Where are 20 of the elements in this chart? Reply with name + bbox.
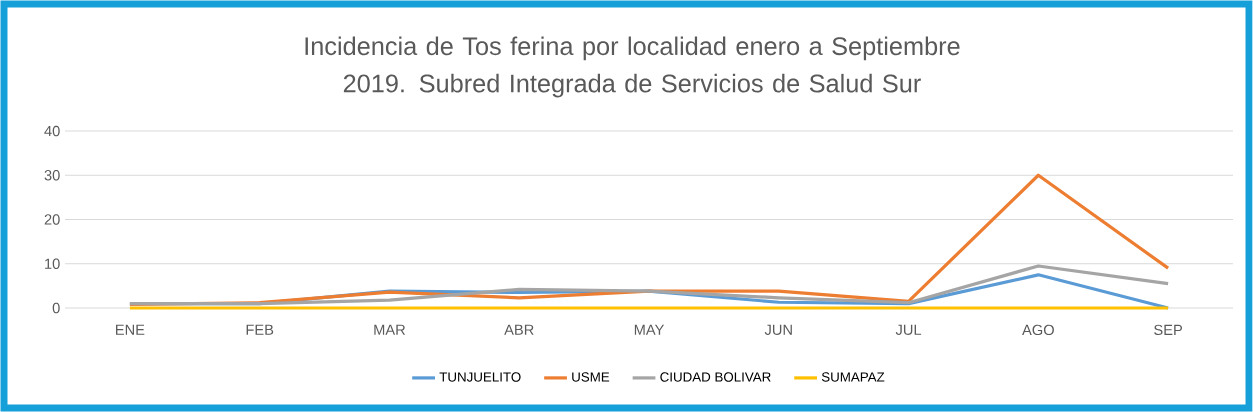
y-tick-label: 0 <box>52 302 60 314</box>
x-tick-label: ENE <box>116 324 145 335</box>
x-tick-label: SEP <box>1154 324 1183 336</box>
x-tick-label: MAY <box>634 324 665 335</box>
legend-label: CIUDAD BOLIVAR <box>660 372 771 382</box>
legend-label: SUMAPAZ <box>821 372 885 382</box>
x-tick-label: ABR <box>504 324 534 335</box>
line-series <box>128 264 1170 306</box>
x-tick-label: JUN <box>764 324 792 335</box>
x-tick-label: MAR <box>374 324 406 335</box>
legend-label: TUNJUELITO <box>439 372 521 382</box>
legend-label: USME <box>572 372 610 382</box>
x-tick-label: FEB <box>246 324 274 335</box>
chart-title: Incidencia de Tos ferina por localidad enero a Septiembre 2019. Subred Integrada de Servicios de Salud Sur <box>305 36 960 98</box>
x-tick-label: JUL <box>895 324 922 335</box>
y-tick-label: 10 <box>45 258 60 269</box>
y-tick-label: 20 <box>44 214 60 225</box>
y-tick-label: 30 <box>44 170 60 181</box>
x-tick-label: AGO <box>1022 324 1054 336</box>
y-tick-label: 40 <box>44 125 60 137</box>
